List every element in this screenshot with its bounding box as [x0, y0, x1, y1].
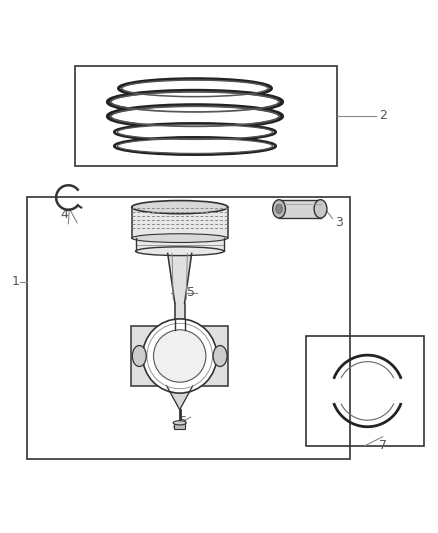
Ellipse shape [108, 110, 283, 127]
Ellipse shape [314, 200, 327, 218]
Ellipse shape [114, 142, 276, 155]
Text: 7: 7 [379, 439, 387, 452]
Circle shape [143, 319, 217, 393]
Ellipse shape [114, 123, 276, 141]
Ellipse shape [132, 345, 146, 367]
Bar [132, 207, 228, 238]
Polygon shape [168, 253, 192, 319]
Text: 3: 3 [335, 216, 343, 229]
Bar [306, 336, 424, 446]
Ellipse shape [114, 138, 276, 155]
Ellipse shape [108, 91, 283, 113]
Ellipse shape [132, 234, 228, 243]
Ellipse shape [114, 128, 276, 141]
Bar [131, 326, 228, 386]
Text: 1: 1 [12, 275, 20, 288]
Ellipse shape [272, 200, 286, 218]
Text: 2: 2 [379, 109, 387, 123]
Text: 6: 6 [178, 415, 186, 428]
Bar [174, 423, 185, 429]
Ellipse shape [132, 200, 228, 214]
Ellipse shape [173, 421, 186, 425]
Circle shape [153, 330, 206, 382]
Text: 4: 4 [60, 208, 68, 221]
Text: 5: 5 [187, 286, 194, 299]
Ellipse shape [135, 247, 224, 256]
Bar [27, 197, 350, 458]
Bar [279, 200, 321, 218]
Ellipse shape [276, 204, 282, 213]
Ellipse shape [108, 105, 283, 128]
Ellipse shape [119, 79, 272, 98]
Ellipse shape [213, 345, 227, 367]
Ellipse shape [108, 95, 283, 112]
Ellipse shape [119, 83, 272, 98]
Bar [75, 66, 337, 166]
Polygon shape [166, 386, 193, 410]
Bar [135, 238, 224, 251]
